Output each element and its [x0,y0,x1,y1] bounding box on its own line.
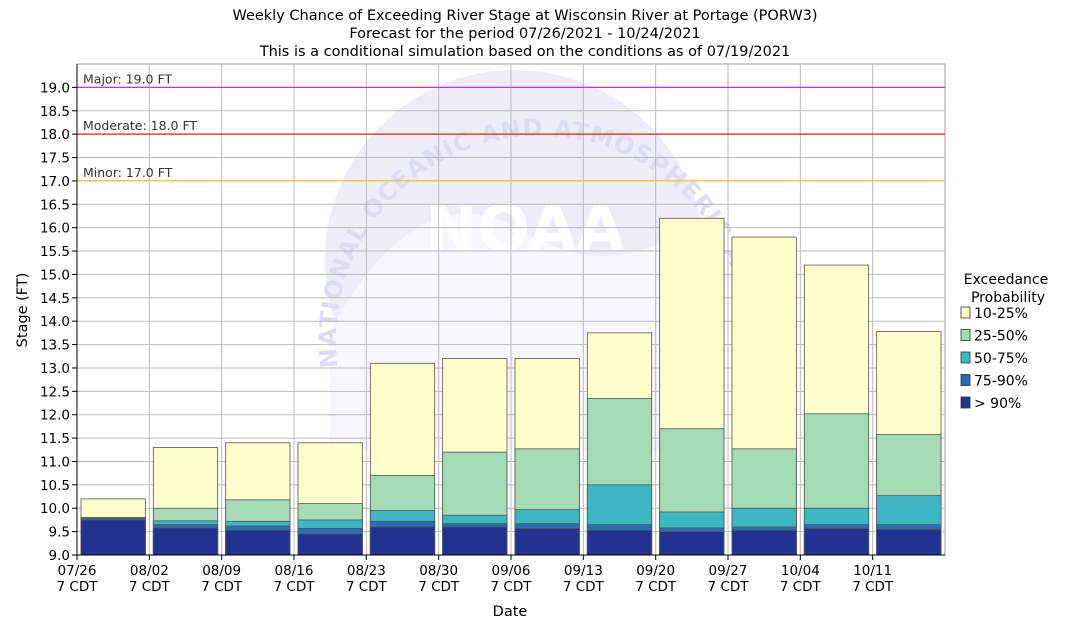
bar-segment-90 [803,527,870,556]
y-tick-label: 16.5 [40,197,70,213]
legend-items: 10-25% 25-50% 50-75% 75-90% > 90% [960,306,1028,412]
y-tick-label: 9.5 [49,525,70,541]
legend: Exceedance Probability 10-25% 25-50% 50-75… [960,272,1048,412]
x-tick-sublabel: 7 CDT [708,579,750,595]
x-tick-label: 09/20 [636,563,675,579]
x-tick-sublabel: 7 CDT [57,579,99,595]
bar-segment-90 [152,527,219,556]
legend-label: > 90% [974,396,1021,412]
chart-subtitle-condition: This is a conditional simulation based o… [259,44,791,60]
x-tick-label: 08/23 [347,563,386,579]
y-tick-label: 11.5 [40,431,70,447]
bar-segment-90 [876,528,942,556]
flood-label: Minor: 17.0 FT [83,165,173,180]
x-tick-label: 09/13 [564,563,603,579]
x-tick-label: 08/30 [419,563,458,579]
bar-segment-90 [297,533,363,556]
x-tick-sublabel: 7 CDT [418,579,460,595]
x-tick-sublabel: 7 CDT [129,579,171,595]
x-tick-sublabel: 7 CDT [780,579,822,595]
legend-swatch [960,396,971,409]
x-tick-sublabel: 7 CDT [852,579,894,595]
x-tick-label: 09/06 [492,563,531,579]
bar-segment-90 [442,526,508,556]
y-tick-label: 10.0 [40,501,70,517]
y-tick-label: 14.0 [40,314,70,330]
y-tick-label: 12.5 [40,384,70,400]
y-tick-label: 13.0 [40,361,70,377]
y-tick-label: 16.0 [40,221,70,237]
x-tick-sublabel: 7 CDT [274,579,316,595]
legend-swatch [960,306,971,319]
bar-segment-90 [369,526,436,556]
x-tick-label: 08/09 [202,563,241,579]
y-tick-label: 15.0 [40,267,70,283]
bar-segment-90 [514,527,580,556]
bars [80,217,942,556]
x-tick-sublabel: 7 CDT [563,579,605,595]
legend-title-line1: Exceedance [964,272,1048,288]
bar-segment-90 [586,529,653,556]
flood-stage-lines: Major: 19.0 FT Moderate: 18.0 FT Minor: 17… [77,71,945,182]
x-tick-label: 10/11 [853,563,892,579]
legend-title-line2: Probability [971,290,1045,306]
axes: 9.0 9.5 10.0 10.5 11.0 11.5 12.0 12.5 13.0 13.5 14… [40,64,945,595]
y-tick-label: 14.5 [40,291,70,307]
y-tick-label: 12.0 [40,408,70,424]
bar-segment-90 [659,531,725,556]
y-tick-label: 19.0 [40,80,70,96]
x-tick-label: 07/26 [58,563,97,579]
legend-label: 50-75% [974,351,1028,367]
legend-label: 75-90% [974,374,1028,390]
y-tick-label: 11.0 [40,454,70,470]
chart-subtitle-period: Forecast for the period 07/26/2021 - 10/… [349,26,700,42]
x-tick-label: 08/02 [130,563,169,579]
x-tick-sublabel: 7 CDT [346,579,388,595]
y-tick-label: 13.5 [40,338,70,354]
y-tick-label: 9.0 [49,548,70,564]
y-tick-label: 18.5 [40,104,70,120]
watermark-logo-text: NOAA [426,192,625,265]
x-tick-sublabel: 7 CDT [201,579,243,595]
bar-segment-90 [225,529,291,556]
legend-swatch [960,351,971,364]
flood-label: Moderate: 18.0 FT [83,118,197,133]
x-tick-sublabel: 7 CDT [635,579,677,595]
x-tick-sublabel: 7 CDT [491,579,533,595]
flood-label: Major: 19.0 FT [83,71,172,86]
bar-segment-90 [731,529,797,556]
y-tick-label: 15.5 [40,244,70,260]
legend-swatch [960,374,971,386]
legend-swatch [960,329,971,341]
legend-label: 10-25% [974,306,1028,322]
legend-label: 25-50% [974,329,1028,345]
bar-segment-90 [80,519,146,556]
chart-title: Weekly Chance of Exceeding River Stage a… [232,8,817,24]
y-tick-label: 17.5 [40,151,70,167]
x-tick-label: 09/27 [709,563,748,579]
y-tick-label: 18.0 [40,127,70,143]
y-tick-label: 10.5 [40,478,70,494]
x-axis-title: Date [493,604,528,620]
y-tick-label: 17.0 [40,174,70,190]
x-tick-label: 08/16 [275,563,314,579]
y-axis-title: Stage (FT) [15,273,31,348]
x-tick-label: 10/04 [781,563,820,579]
